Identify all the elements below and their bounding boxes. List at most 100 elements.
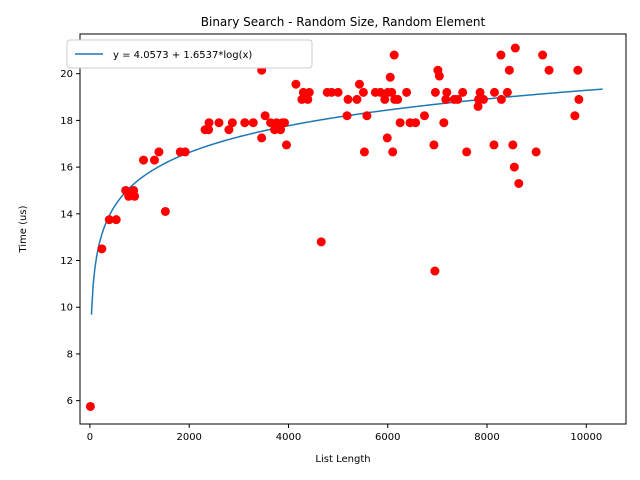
- data-point: [434, 71, 444, 81]
- data-point: [214, 118, 224, 128]
- data-point: [574, 94, 584, 104]
- data-point: [304, 87, 314, 97]
- data-point: [496, 94, 506, 104]
- data-point: [538, 50, 548, 60]
- data-point: [502, 87, 512, 97]
- data-point: [240, 118, 250, 128]
- data-point: [291, 79, 301, 89]
- data-point: [85, 401, 95, 411]
- data-point: [508, 140, 518, 150]
- data-point: [104, 215, 114, 225]
- axes-frame: [79, 33, 627, 425]
- data-point: [429, 140, 439, 150]
- data-point: [97, 244, 107, 254]
- legend-box: [66, 39, 313, 69]
- data-point: [475, 87, 485, 97]
- y-tick-label: 14: [60, 209, 73, 220]
- y-tick-label: 10: [60, 303, 73, 314]
- data-point: [130, 191, 140, 201]
- data-point: [154, 147, 164, 157]
- x-tick-label: 0: [87, 432, 93, 443]
- data-point: [411, 118, 421, 128]
- y-tick-label: 18: [60, 116, 73, 127]
- data-point: [316, 237, 326, 247]
- data-point: [257, 133, 267, 143]
- y-tick-label: 8: [67, 349, 73, 360]
- x-tick-label: 2000: [176, 432, 201, 443]
- data-point: [303, 94, 313, 104]
- data-point: [333, 87, 343, 97]
- data-point: [544, 65, 554, 75]
- data-point: [358, 87, 368, 97]
- data-point: [510, 43, 520, 53]
- data-point: [514, 178, 524, 188]
- data-point: [260, 111, 270, 121]
- data-points-layer: [85, 43, 584, 411]
- x-axis-ticks: 0 2000 4000 6000 8000 10000: [87, 424, 602, 443]
- y-tick-label: 6: [67, 396, 73, 407]
- data-point: [496, 50, 506, 60]
- data-point: [327, 87, 337, 97]
- data-point: [489, 87, 499, 97]
- data-point: [276, 125, 286, 135]
- data-point: [441, 94, 451, 104]
- x-tick-label: 8000: [474, 432, 499, 443]
- data-point: [402, 87, 412, 97]
- x-axis-label: List Length: [315, 454, 370, 465]
- data-point: [362, 111, 372, 121]
- data-point: [430, 266, 440, 276]
- data-point: [439, 118, 449, 128]
- data-point: [430, 87, 440, 97]
- y-tick-label: 16: [60, 163, 73, 174]
- data-point: [281, 140, 291, 150]
- data-point: [385, 72, 395, 82]
- data-point: [387, 87, 397, 97]
- data-point: [149, 155, 159, 165]
- data-point: [342, 111, 352, 121]
- data-point: [442, 87, 452, 97]
- data-point: [479, 94, 489, 104]
- data-point: [204, 118, 214, 128]
- data-point: [280, 118, 289, 128]
- data-point: [489, 140, 499, 150]
- data-point: [111, 215, 121, 225]
- data-point: [359, 147, 369, 157]
- y-tick-label: 12: [60, 256, 73, 267]
- data-point: [473, 101, 483, 111]
- data-point: [204, 125, 214, 135]
- data-point: [224, 125, 234, 135]
- x-tick-label: 6000: [375, 432, 400, 443]
- data-point: [453, 94, 463, 104]
- x-tick-label: 10000: [570, 432, 602, 443]
- legend-fit-label: y = 4.0573 + 1.6537*log(x): [113, 50, 252, 61]
- data-point: [509, 162, 519, 172]
- data-point: [160, 206, 170, 216]
- data-point: [388, 147, 398, 157]
- data-point: [382, 133, 392, 143]
- data-point: [139, 155, 149, 165]
- data-point: [375, 87, 385, 97]
- y-axis-label: Time (us): [18, 205, 29, 253]
- data-point: [352, 94, 362, 104]
- x-tick-label: 4000: [276, 432, 301, 443]
- data-point: [573, 65, 583, 75]
- data-point: [395, 118, 405, 128]
- data-point: [227, 118, 237, 128]
- data-point: [380, 94, 390, 104]
- data-point: [570, 111, 580, 121]
- data-point: [343, 94, 353, 104]
- data-point: [180, 147, 190, 157]
- data-point: [248, 118, 258, 128]
- chart-title: Binary Search - Random Size, Random Elem…: [201, 15, 486, 29]
- y-axis-ticks: 6 8 10 12 14 16 18 20: [60, 69, 80, 407]
- data-point: [419, 111, 429, 121]
- data-point: [462, 147, 472, 157]
- y-tick-label: 20: [60, 69, 73, 80]
- data-point: [458, 87, 468, 97]
- data-point: [389, 50, 399, 60]
- data-point: [531, 147, 541, 157]
- plot-area: [79, 33, 627, 425]
- data-point: [504, 65, 514, 75]
- legend: y = 4.0573 + 1.6537*log(x): [66, 39, 313, 69]
